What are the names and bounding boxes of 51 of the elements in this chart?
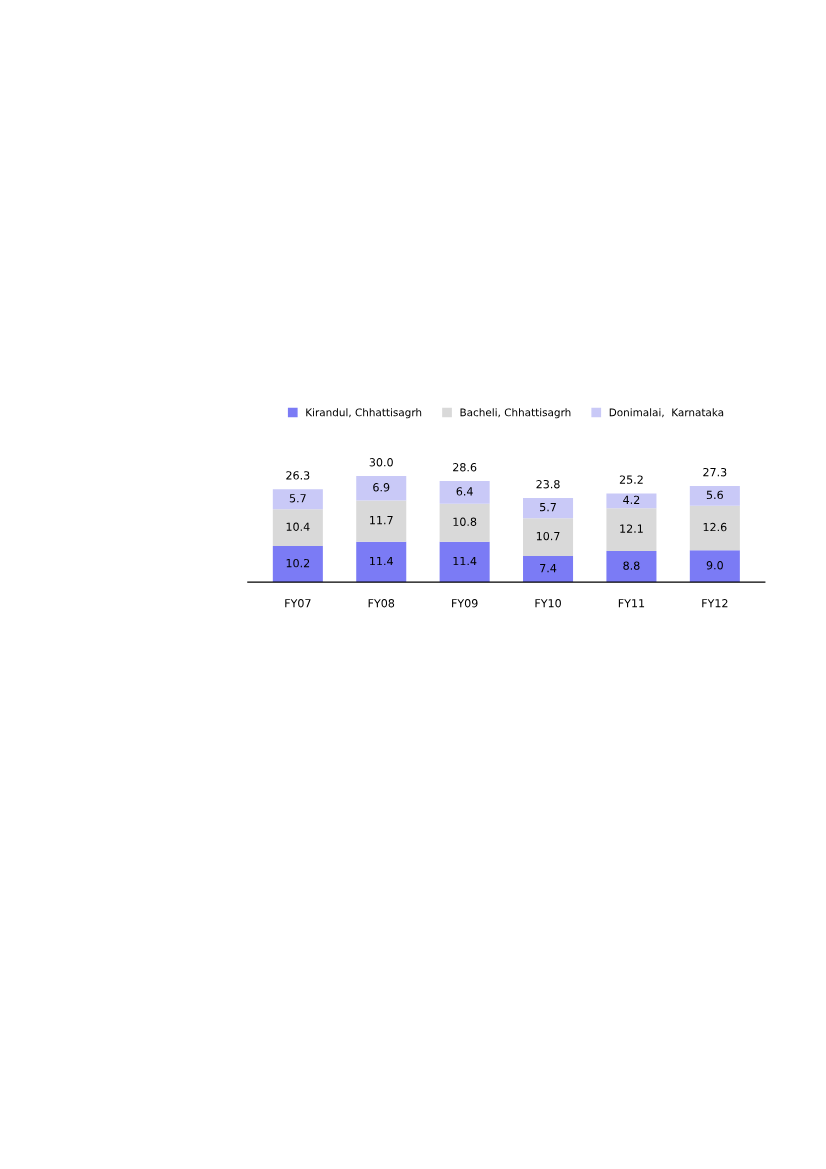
data-label: 6.4 bbox=[456, 487, 473, 496]
total-label: 26.3 bbox=[286, 471, 310, 480]
legend-label: Donimalai, Karnataka bbox=[609, 408, 724, 418]
data-label: 8.8 bbox=[623, 561, 640, 570]
bar bbox=[689, 485, 740, 506]
data-label: 4.2 bbox=[623, 495, 640, 504]
total-label: 27.3 bbox=[703, 467, 727, 477]
x-tick-label: FY09 bbox=[452, 599, 478, 608]
bar bbox=[689, 550, 740, 583]
bar bbox=[272, 489, 323, 510]
bar bbox=[356, 476, 407, 501]
bar bbox=[606, 551, 657, 583]
bar bbox=[606, 508, 657, 552]
data-label: 10.7 bbox=[536, 531, 560, 541]
data-label: 12.6 bbox=[703, 522, 727, 532]
bar bbox=[606, 493, 657, 509]
bar bbox=[272, 509, 323, 547]
data-label: 10.2 bbox=[286, 558, 310, 568]
bar bbox=[523, 518, 574, 556]
bar bbox=[439, 481, 490, 504]
x-tick-label: FY10 bbox=[535, 599, 561, 608]
x-tick-label: FY12 bbox=[702, 599, 728, 608]
data-label: 6.9 bbox=[373, 483, 390, 492]
data-label: 9.0 bbox=[706, 561, 723, 570]
total-label: 28.6 bbox=[453, 463, 477, 472]
data-label: 12.1 bbox=[620, 524, 643, 533]
bar bbox=[272, 546, 323, 583]
total-label: 23.8 bbox=[536, 480, 560, 489]
legend-label: Bacheli, Chhattisagrh bbox=[460, 408, 571, 419]
bar bbox=[356, 541, 407, 583]
bar bbox=[523, 555, 574, 583]
bar bbox=[689, 505, 740, 551]
bar bbox=[356, 500, 407, 542]
total-label: 25.2 bbox=[619, 475, 643, 484]
data-label: 5.6 bbox=[706, 490, 723, 500]
bar bbox=[439, 541, 490, 583]
data-label: 11.7 bbox=[370, 516, 393, 525]
bar bbox=[439, 503, 490, 542]
x-tick-label: FY08 bbox=[368, 599, 395, 608]
total-label: 30.0 bbox=[369, 458, 393, 467]
data-label: 10.4 bbox=[286, 522, 310, 531]
x-tick-label: FY07 bbox=[285, 599, 311, 608]
data-label: 7.4 bbox=[540, 564, 557, 573]
data-label: 10.8 bbox=[453, 517, 477, 526]
data-label: 5.7 bbox=[289, 494, 306, 503]
bar bbox=[523, 497, 574, 519]
data-label: 11.4 bbox=[453, 556, 477, 566]
data-label: 11.4 bbox=[370, 556, 393, 566]
data-label: 5.7 bbox=[540, 503, 556, 512]
legend-label: Kirandul, Chhattisagrh bbox=[306, 408, 422, 419]
x-tick-label: FY11 bbox=[618, 599, 645, 608]
